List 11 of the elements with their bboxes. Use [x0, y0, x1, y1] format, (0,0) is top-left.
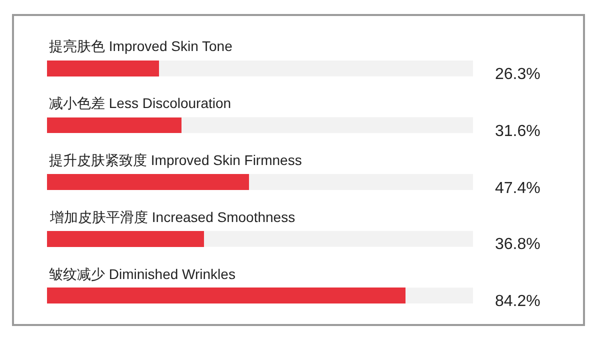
y-tick-label: 提亮肤色 Improved Skin Tone [49, 38, 233, 54]
y-tick-label: 皱纹减少 Diminished Wrinkles [49, 266, 236, 282]
y-tick-label: 提升皮肤紧致度 Improved Skin Firmness [49, 152, 302, 168]
data-label: 47.4% [495, 180, 540, 197]
y-tick-label: 增加皮肤平滑度 Increased Smoothness [49, 209, 296, 225]
bar [47, 117, 182, 134]
data-label: 26.3% [495, 66, 540, 83]
data-label: 84.2% [495, 293, 540, 310]
data-label: 31.6% [495, 123, 540, 140]
y-tick-label: 减小色差 Less Discolouration [49, 95, 232, 111]
data-label: 36.8% [495, 236, 540, 253]
